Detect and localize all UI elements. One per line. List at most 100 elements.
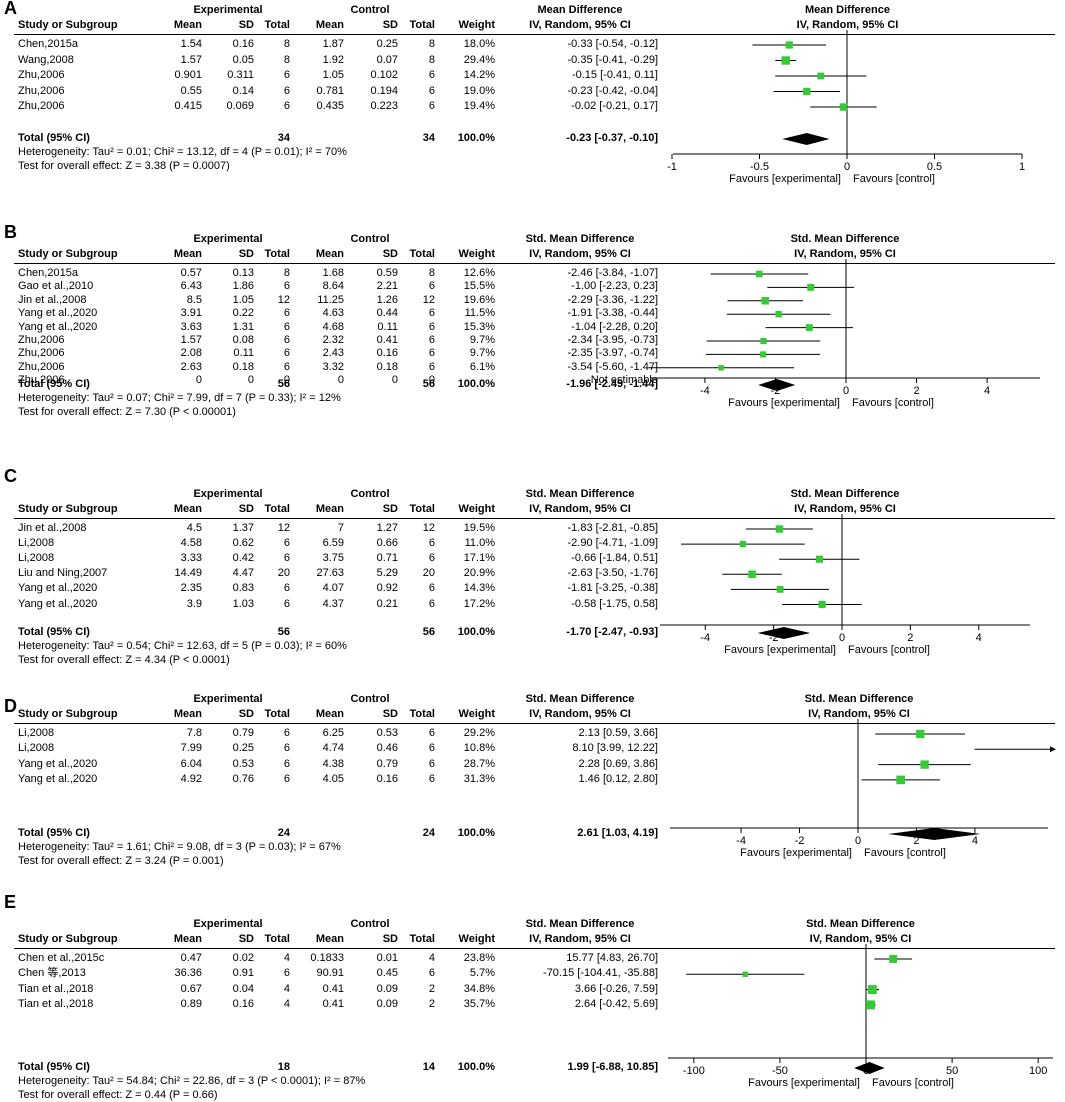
x-tick-label: 2 (907, 632, 913, 644)
ctrl-total-cell: 8 (428, 53, 435, 66)
total-exp-n: 24 (277, 827, 290, 839)
ctrl-total-cell: 12 (422, 293, 435, 306)
study-point-marker (896, 775, 905, 785)
ctrl-mean-header: Mean (315, 248, 344, 260)
x-tick-label: -1 (667, 161, 677, 173)
study-name: Yang et al.,2020 (18, 320, 98, 333)
weight-cell: 19.4% (463, 100, 495, 112)
ctrl-sd-cell: 0.102 (370, 69, 398, 81)
total-effect-ci: -1.96 [-2.49, -1.44] (566, 378, 658, 390)
ctrl-mean-cell: 0.41 (322, 982, 344, 995)
effect-ci-cell: -0.35 [-0.41, -0.29] (567, 53, 659, 66)
ci-method-header: IV, Random, 95% CI (529, 933, 631, 945)
exp-mean-header: Mean (173, 19, 202, 31)
ctrl-sd-cell: 5.29 (376, 567, 398, 580)
study-point-marker (776, 586, 784, 593)
ci-method-header: IV, Random, 95% CI (529, 708, 631, 720)
effect-ci-cell: -0.58 [-1.75, 0.58] (571, 597, 658, 610)
x-tick-label: 4 (976, 632, 982, 644)
exp-sd-cell: 0.05 (232, 53, 254, 66)
ctrl-total-cell: 6 (428, 307, 435, 320)
ctrl-total-cell: 6 (428, 280, 435, 293)
exp-mean-cell: 1.57 (180, 334, 202, 346)
ci-overflow-arrow (1050, 746, 1056, 753)
overall-effect-text: Test for overall effect: Z = 4.34 (P < 0… (18, 654, 230, 666)
ci-method-header: IV, Random, 95% CI (529, 248, 631, 260)
ctrl-total-cell: 8 (428, 267, 435, 279)
ctrl-mean-header: Mean (315, 503, 344, 515)
ctrl-mean-cell: 3.75 (322, 552, 344, 565)
ctrl-total-cell: 6 (428, 742, 435, 755)
ctrl-total-cell: 6 (428, 69, 435, 81)
exp-mean-cell: 6.43 (180, 280, 202, 293)
exp-sd-cell: 0.18 (232, 360, 254, 373)
exp-sd-header: SD (238, 503, 254, 515)
experimental-group-header: Experimental (193, 488, 263, 500)
ctrl-sd-cell: 0.46 (376, 742, 398, 755)
total-effect-ci: -0.23 [-0.37, -0.10] (566, 132, 658, 144)
ctrl-total-cell: 6 (428, 582, 435, 595)
panel-a: A Experimental Control Mean Difference Mean … (0, 0, 1065, 192)
pooled-effect-diamond (782, 133, 830, 145)
ctrl-sd-cell: 0.16 (376, 347, 398, 360)
study-point-marker (807, 283, 815, 291)
study-name: Zhu,2006 (18, 100, 65, 112)
weight-cell: 9.7% (469, 347, 495, 360)
plot-ci-method-header: IV, Random, 95% CI (794, 503, 896, 515)
exp-sd-cell: 1.31 (232, 320, 254, 333)
heterogeneity-text: Heterogeneity: Tau² = 1.61; Chi² = 9.08,… (18, 841, 341, 853)
ctrl-mean-cell: 4.68 (322, 320, 344, 333)
study-name: Zhu,2006 (18, 334, 65, 346)
exp-total-cell: 6 (283, 307, 290, 320)
weight-cell: 12.6% (463, 267, 495, 279)
ctrl-sd-cell: 0.53 (376, 727, 398, 739)
total-label: Total (95% CI) (18, 626, 90, 638)
ctrl-mean-cell: 1.92 (322, 53, 344, 66)
ctrl-sd-cell: 2.21 (376, 280, 398, 293)
plot-measure-header: Std. Mean Difference (804, 693, 914, 705)
exp-sd-cell: 0.11 (233, 347, 254, 360)
exp-total-cell: 6 (283, 280, 290, 293)
exp-mean-cell: 3.91 (180, 307, 202, 320)
pooled-effect-diamond (888, 828, 981, 840)
study-column-header: Study or Subgroup (18, 933, 118, 945)
exp-total-cell: 6 (283, 360, 290, 373)
exp-total-cell: 4 (283, 982, 290, 995)
ctrl-mean-cell: 0.781 (316, 84, 344, 97)
total-label: Total (95% CI) (18, 827, 90, 839)
x-tick-label: 0 (855, 835, 861, 847)
weight-cell: 14.3% (463, 582, 495, 595)
exp-sd-cell: 0.22 (232, 307, 254, 320)
x-tick-label: 0.5 (927, 161, 942, 173)
plot-measure-header: Mean Difference (805, 4, 890, 16)
exp-total-header: Total (264, 708, 290, 720)
panel-label: C (4, 466, 17, 486)
ctrl-mean-cell: 90.91 (316, 967, 344, 980)
ctrl-sd-cell: 0.21 (376, 597, 398, 610)
exp-total-cell: 6 (283, 347, 290, 360)
ctrl-sd-cell: 0.79 (376, 757, 398, 770)
ctrl-sd-cell: 0.07 (376, 53, 398, 66)
ctrl-total-cell: 20 (422, 567, 435, 580)
study-column-header: Study or Subgroup (18, 503, 118, 515)
ctrl-mean-cell: 4.05 (322, 772, 344, 785)
study-name: Yang et al.,2020 (18, 757, 98, 770)
total-label: Total (95% CI) (18, 132, 90, 144)
weight-cell: 19.0% (463, 84, 495, 97)
ctrl-total-header: Total (409, 933, 435, 945)
ctrl-sd-header: SD (382, 503, 398, 515)
exp-mean-cell: 4.58 (180, 537, 202, 550)
effect-ci-cell: -1.04 [-2.28, 0.20] (571, 320, 658, 333)
ctrl-sd-cell: 0.194 (370, 84, 398, 97)
panel-d: D Experimental Control Std. Mean Difference… (0, 693, 1065, 867)
study-point-marker (866, 1000, 876, 1010)
plot-ci-method-header: IV, Random, 95% CI (808, 708, 910, 720)
study-point-marker (748, 570, 756, 579)
exp-mean-cell: 8.5 (186, 293, 202, 306)
study-name: Tian et al.,2018 (18, 982, 94, 995)
ctrl-total-cell: 6 (428, 552, 435, 565)
measure-header: Std. Mean Difference (525, 233, 635, 245)
study-point-marker (761, 297, 769, 305)
effect-ci-cell: -1.81 [-3.25, -0.38] (567, 582, 659, 595)
plot-measure-header: Std. Mean Difference (790, 233, 900, 245)
